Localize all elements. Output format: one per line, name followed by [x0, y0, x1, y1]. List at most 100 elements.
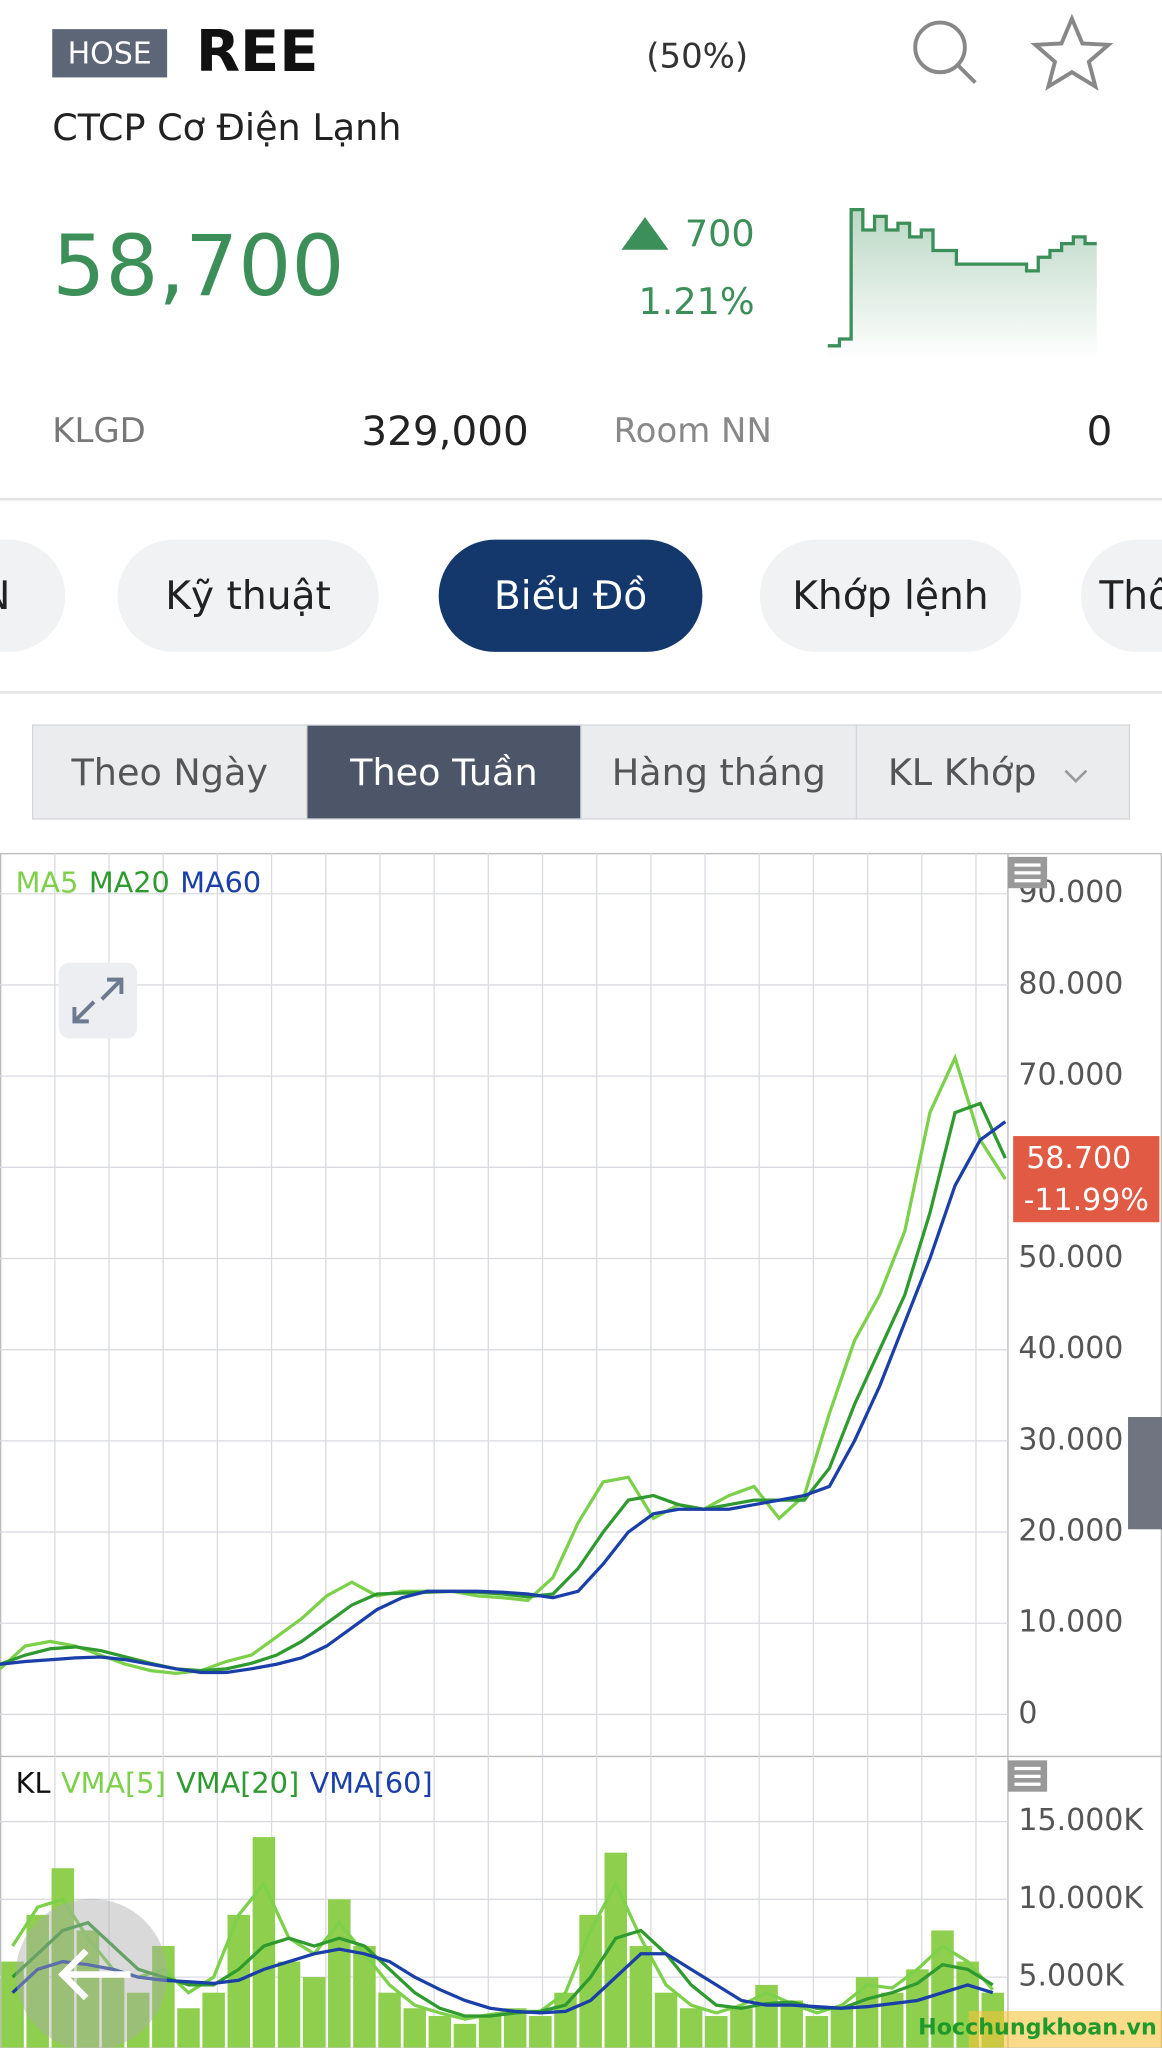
menu-icon[interactable]	[1007, 1760, 1048, 1792]
volume-bar	[403, 2008, 426, 2048]
volume-bar	[1, 1961, 24, 2048]
tab-label: Biểu Đồ	[494, 574, 647, 619]
price: 58,700	[52, 217, 344, 315]
volume-bar	[76, 1930, 100, 2048]
period-button[interactable]	[580, 724, 858, 820]
tab-label: Khớp lệnh	[792, 574, 988, 619]
favorite-icon[interactable]	[1030, 13, 1114, 91]
scroll-handle[interactable]	[1128, 1416, 1162, 1530]
volume-bar	[453, 2023, 477, 2048]
volume-bar	[202, 1992, 225, 2048]
volume-bar	[880, 1992, 904, 2048]
up-arrow	[621, 217, 669, 250]
period-selector: Theo Ngày Theo Tuần Hàng tháng KL Khớp	[31, 724, 1131, 820]
volume-bar	[679, 2008, 703, 2048]
volume-bar	[529, 2016, 552, 2048]
tab[interactable]	[1081, 539, 1162, 652]
period-label: Theo Tuần	[349, 751, 537, 794]
y-tick-label: 30.000	[1018, 1422, 1123, 1457]
volume: 329,000	[361, 407, 528, 455]
expand-icon	[72, 977, 124, 1024]
y-tick-label: 70.000	[1018, 1058, 1123, 1093]
volume-bar	[428, 2016, 452, 2048]
volume-bar	[554, 1992, 577, 2048]
legend-entry: MA5	[16, 865, 79, 899]
volume-label: KLGD	[52, 411, 146, 451]
y-tick-label: 40.000	[1018, 1331, 1123, 1366]
dropdown-chevron	[1064, 769, 1088, 784]
volume-bar	[931, 1930, 954, 2048]
tab[interactable]	[759, 539, 1021, 652]
y-tick-label: 80.000	[1018, 966, 1123, 1001]
tab[interactable]	[438, 539, 703, 652]
vertical-grid	[54, 852, 977, 2048]
menu-icon[interactable]	[1007, 856, 1048, 889]
period-button[interactable]	[306, 724, 582, 820]
volume-bar	[302, 1977, 326, 2048]
y-tick-label: 0	[1018, 1696, 1037, 1731]
series-line	[0, 1101, 1007, 1673]
volume-bar	[126, 1992, 150, 2048]
volume-bar	[277, 1961, 301, 2048]
volume-bar	[780, 2000, 803, 2048]
volume-bar	[328, 1899, 351, 2048]
expand-button[interactable]	[58, 962, 138, 1039]
y-tick-label: 15.000K	[1018, 1803, 1144, 1838]
search-icon[interactable]	[913, 20, 977, 85]
y-tick-label: 10.000	[1018, 1605, 1123, 1640]
exchange-badge	[52, 29, 168, 78]
sparkline	[827, 207, 1097, 348]
company: CTCP Cơ Điện Lạnh	[52, 106, 401, 149]
legend-entry: MA20	[89, 865, 170, 899]
tab-label: Kỹ thuật	[165, 574, 331, 619]
series-group	[0, 1053, 1007, 1676]
volume-bar	[604, 1852, 628, 2048]
legend-entry: MA60	[180, 865, 261, 899]
plot: 010.00020.00030.00040.00050.00060.00070.…	[0, 865, 1160, 2048]
room-label: Room NN	[614, 411, 772, 451]
last-change: -11.99%	[1024, 1183, 1149, 1218]
change-pct: 1.21%	[639, 280, 755, 323]
series-line	[11, 1947, 994, 2015]
period-label: Hàng tháng	[612, 751, 826, 794]
tab[interactable]	[0, 539, 66, 652]
watermark: Hocchungkhoan.vn	[918, 2015, 1157, 2041]
chart-frame	[0, 852, 1162, 2048]
room: 0	[1087, 407, 1113, 455]
volume-bar	[755, 1984, 778, 2048]
ratio: (50%)	[646, 36, 748, 76]
tab-label: N	[0, 574, 10, 619]
exchange: HOSE	[68, 37, 152, 72]
volume-bar	[353, 1946, 376, 2048]
change: 700	[685, 212, 755, 255]
legend-entry: VMA[20]	[176, 1766, 299, 1800]
y-tick-label: 5.000K	[1018, 1959, 1125, 1994]
series-line	[0, 1120, 1007, 1675]
last-price-tag	[1013, 1136, 1160, 1223]
tab[interactable]	[117, 539, 379, 652]
ticker: REE	[196, 18, 319, 85]
series-line	[0, 1053, 1007, 1676]
tab-label: Thô	[1098, 574, 1162, 619]
legend-entry: VMA[60]	[310, 1766, 433, 1800]
volume-bar	[654, 1992, 678, 2048]
y-tick-label: 10.000K	[1018, 1881, 1144, 1916]
volume-bar	[906, 1969, 929, 2048]
volume-bar	[730, 2008, 753, 2048]
volume-bar	[101, 1977, 125, 2048]
period-label: KL Khớp	[888, 751, 1037, 794]
volume-bar	[830, 2008, 854, 2048]
y-tick-label: 20.000	[1018, 1514, 1123, 1549]
tabs: N Kỹ thuật Biểu Đồ Khớp lệnh Thô	[0, 539, 1162, 652]
volume-bar	[177, 2008, 200, 2048]
back-arrow	[58, 1948, 131, 2001]
period-label: Theo Ngày	[70, 751, 268, 794]
y-tick-label: 50.000	[1018, 1240, 1123, 1275]
volume-bar	[629, 1946, 653, 2048]
legend-entry: VMA[5]	[61, 1766, 166, 1800]
volume-bar	[51, 1868, 75, 2048]
volume-bar	[378, 1992, 401, 2048]
period-button[interactable]	[31, 724, 308, 820]
